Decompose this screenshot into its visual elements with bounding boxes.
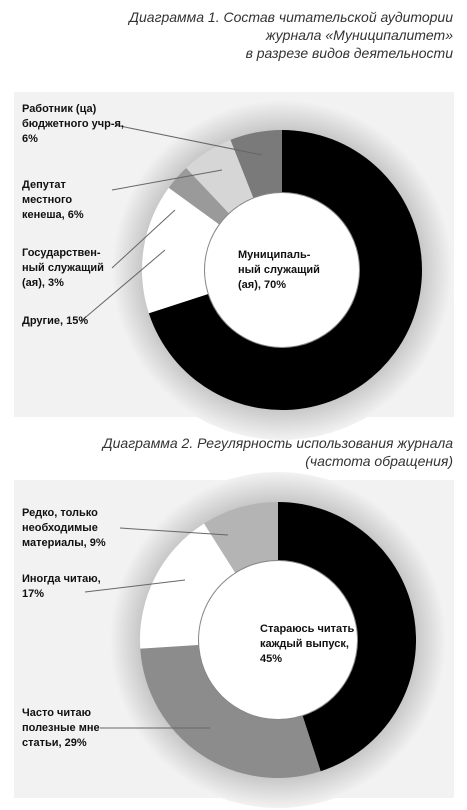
- title-line: (частота обращения): [305, 453, 453, 469]
- label-text: Государствен-ный служащий (ая),: [22, 247, 104, 289]
- label-text: Иногда читаю,: [22, 573, 101, 585]
- slice-label: Государствен-ный служащий (ая), 3%: [22, 246, 122, 291]
- label-text: 6%: [22, 133, 38, 145]
- slice: [148, 130, 423, 410]
- slice-label: Депутат местного кенеша, 6%: [22, 178, 112, 223]
- slice-label: Другие, 15%: [22, 314, 102, 329]
- label-text: 29%: [64, 737, 87, 749]
- slice: [186, 139, 254, 214]
- label-text: 15%: [66, 315, 89, 327]
- hole: [205, 193, 359, 347]
- slice: [141, 187, 219, 314]
- chart-title: Диаграмма 2. Регулярность использования …: [103, 434, 453, 470]
- label-text: Часто читаю полезные мне статьи,: [22, 707, 100, 749]
- slice-label: Муниципаль-ный служащий (ая), 70%: [238, 248, 328, 293]
- title-line: в разрезе видов деятельности: [245, 45, 453, 61]
- label-text: 3%: [47, 277, 64, 289]
- slice: [204, 502, 278, 573]
- label-text: Работник (ца) бюджетного учр-я,: [22, 103, 124, 130]
- label-text: 45%: [260, 653, 283, 665]
- label-text: Другие,: [22, 315, 64, 327]
- slice: [230, 130, 282, 198]
- label-text: Редко, только необходимые материалы,: [22, 507, 98, 549]
- chart-title: Диаграмма 1. Состав читательской аудитор…: [129, 8, 453, 62]
- slice-label: Редко, только необходимые материалы, 9%: [22, 506, 132, 551]
- label-text: 70%: [263, 279, 287, 291]
- label-text: 6%: [67, 209, 84, 221]
- slice-label: Часто читаю полезные мне статьи, 29%: [22, 706, 122, 751]
- slice-label: Работник (ца) бюджетного учр-я, 6%: [22, 102, 132, 147]
- slice: [278, 502, 416, 772]
- label-text: Стараюсь читать каждый выпуск,: [260, 623, 355, 650]
- title-line: Диаграмма 2. Регулярность использования …: [102, 435, 453, 451]
- label-text: Депутат местного кенеша,: [22, 179, 73, 221]
- title-line: журнала «Муниципалитет»: [265, 27, 453, 43]
- slice-label: Иногда читаю, 17%: [22, 572, 122, 602]
- title-line: Диаграмма 1. Состав читательской аудитор…: [129, 9, 453, 25]
- label-text: 17%: [22, 588, 45, 600]
- slice: [140, 645, 321, 778]
- slice: [140, 523, 236, 649]
- leaders: [79, 124, 263, 729]
- label-text: 9%: [89, 537, 106, 549]
- label-text: Муниципаль-ный служащий (ая),: [238, 249, 320, 291]
- hole: [199, 561, 357, 719]
- slice-label: Стараюсь читать каждый выпуск, 45%: [260, 622, 370, 667]
- slice: [168, 167, 229, 225]
